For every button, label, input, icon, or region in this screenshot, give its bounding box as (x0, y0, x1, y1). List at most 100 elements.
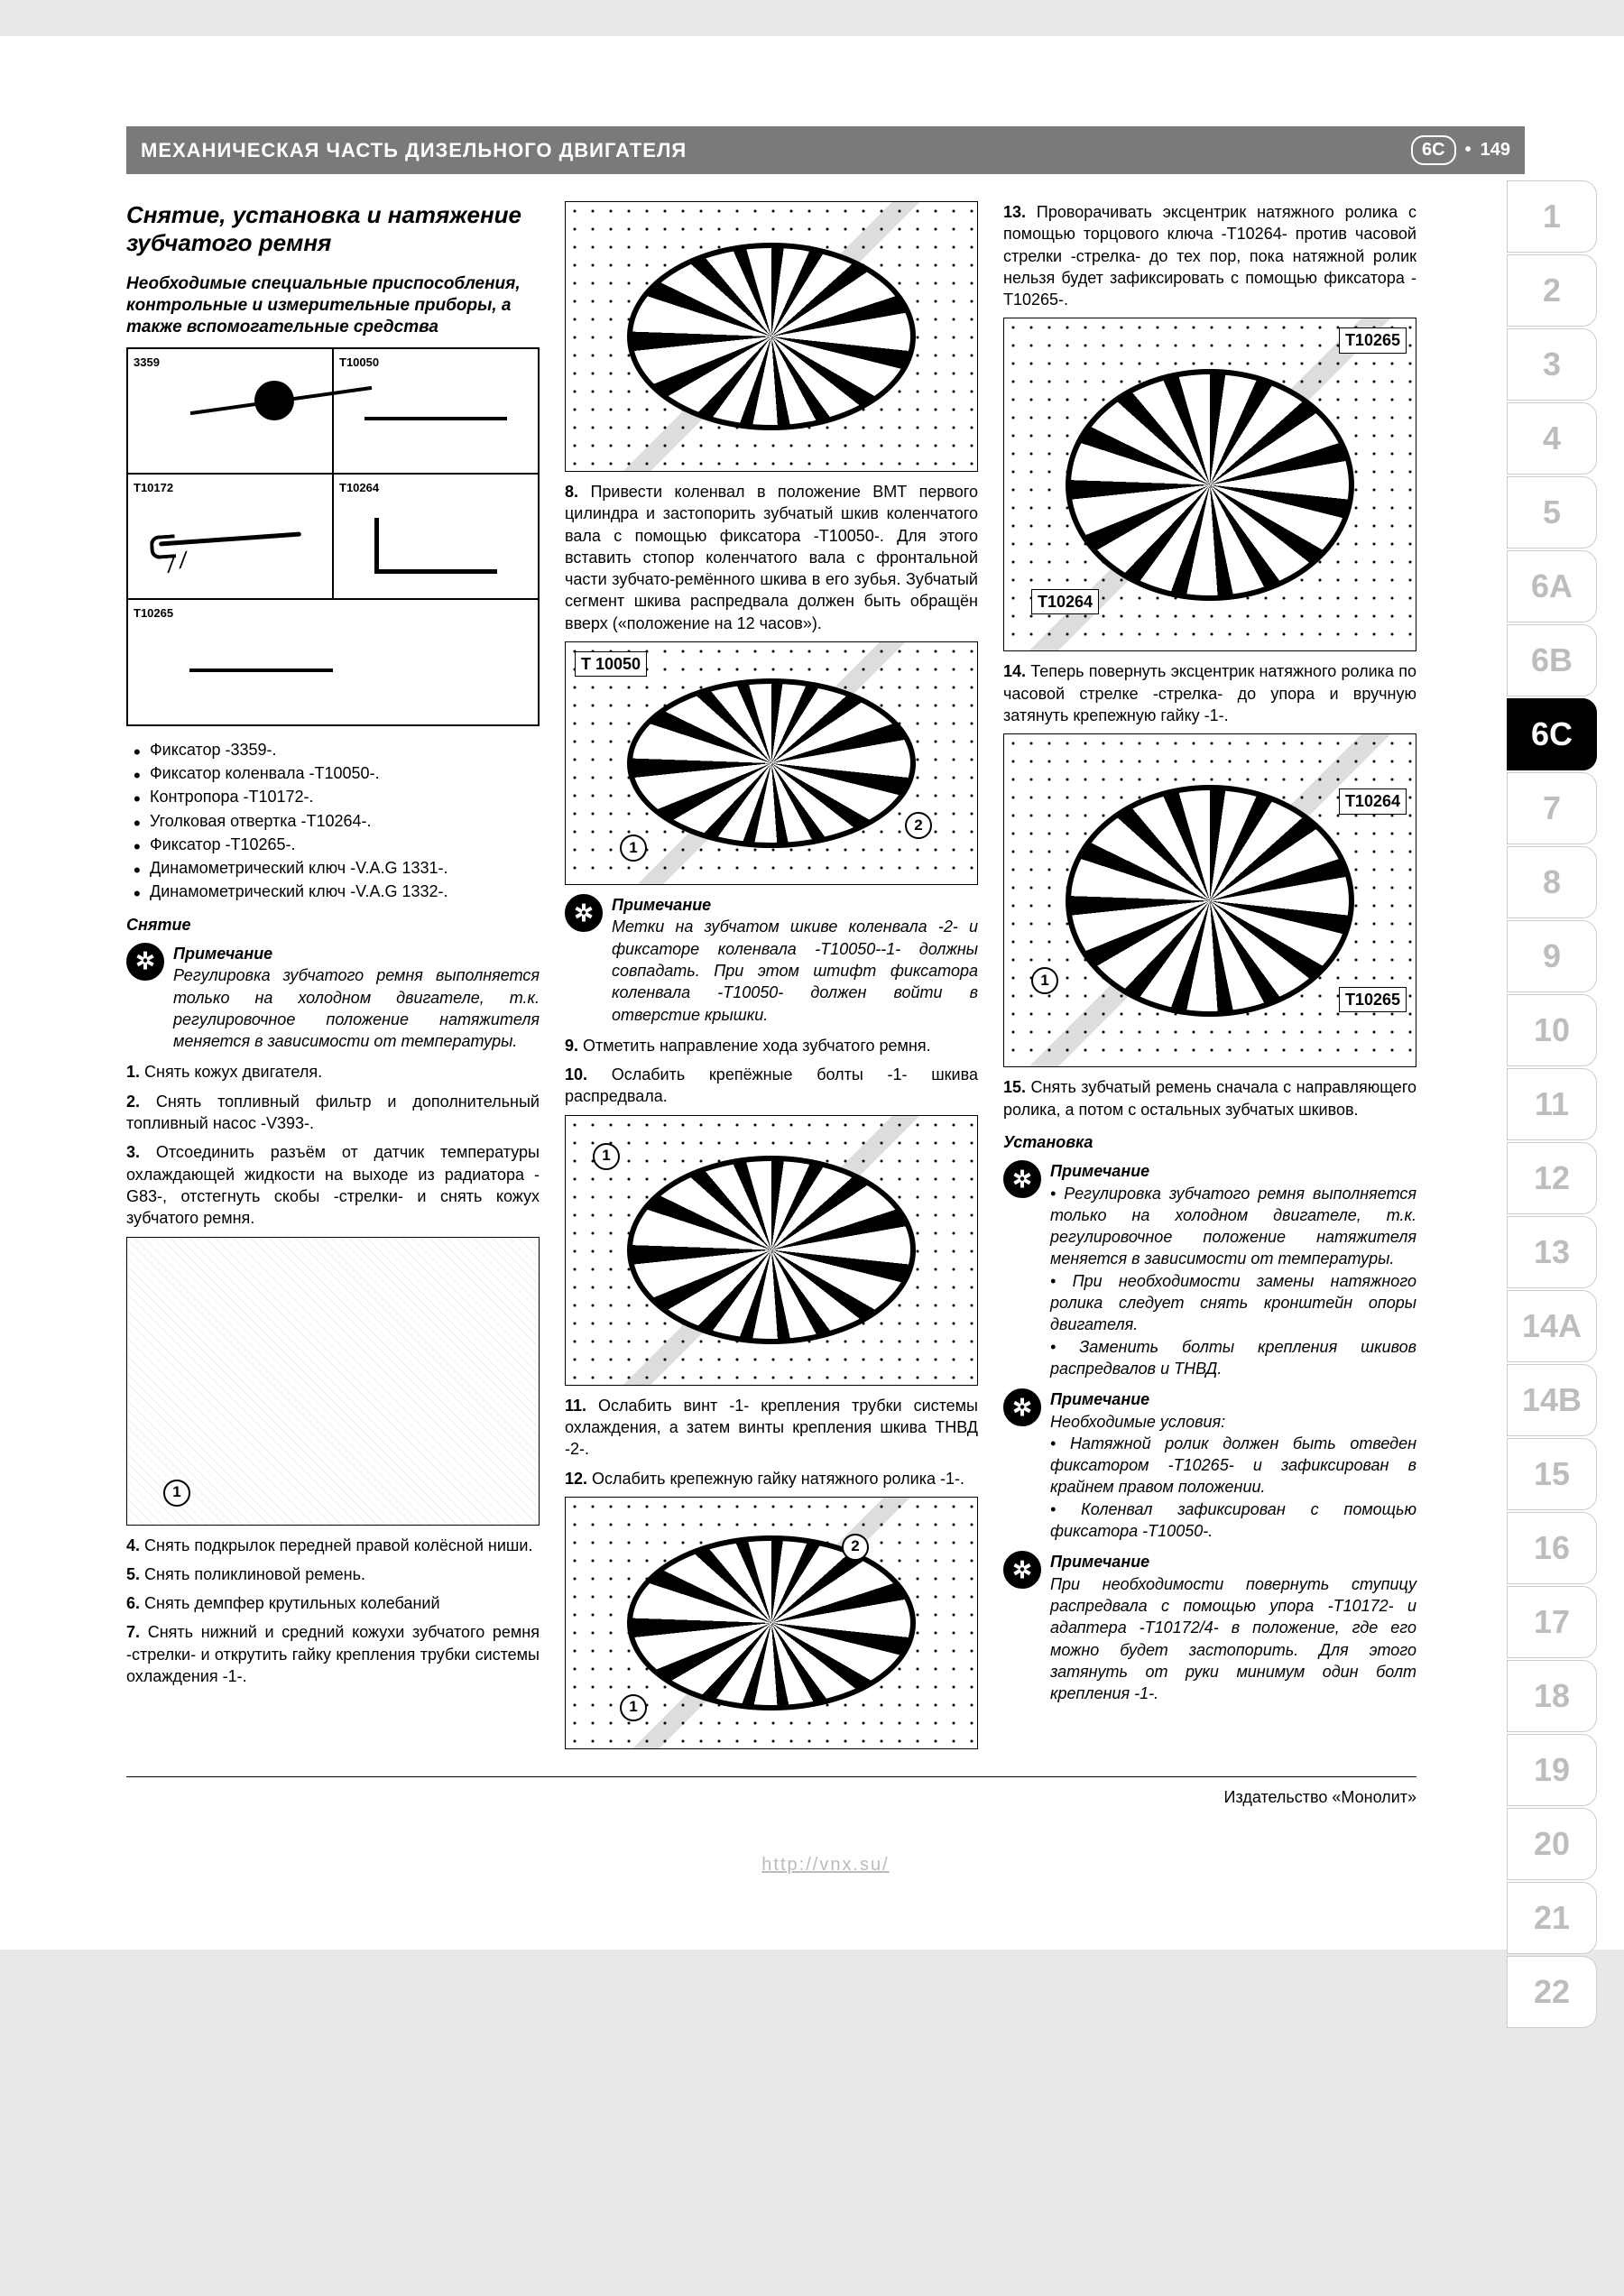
tools-list: Фиксатор -3359-. Фиксатор коленвала -T10… (126, 739, 540, 903)
chapter-tab-15[interactable]: 15 (1507, 1438, 1597, 1510)
step-text: Снять демпфер крутильных колебаний (144, 1594, 439, 1612)
note-title: Примечание (173, 945, 272, 963)
tool-label: T10172 (134, 481, 173, 494)
chapter-tab-1[interactable]: 1 (1507, 180, 1597, 253)
chapter-tab-5[interactable]: 5 (1507, 476, 1597, 549)
note-text: Заменить болты крепления шкивов распредв… (1050, 1338, 1416, 1378)
note-block: ✲ Примечание Необходимые условия: • Натя… (1003, 1388, 1416, 1542)
figure-camshaft-pulley: 1 (565, 1115, 978, 1386)
chapter-tab-9[interactable]: 9 (1507, 920, 1597, 992)
figure-t10050: T 10050 1 2 (565, 641, 978, 885)
chapter-tab-3[interactable]: 3 (1507, 328, 1597, 401)
step-text: Ослабить крепежную гайку натяжного ролик… (592, 1470, 964, 1488)
step: 2. Снять топливный фильтр и дополнительн… (126, 1091, 540, 1135)
figure-t10264-t10265-a: T10265 T10264 (1003, 318, 1416, 651)
chapter-tab-6B[interactable]: 6B (1507, 624, 1597, 696)
note-text: Коленвал зафиксирован с помощью фиксатор… (1050, 1500, 1416, 1540)
note-title: Примечание (1050, 1553, 1149, 1571)
page-number: 149 (1481, 138, 1510, 162)
figure-label: T 10050 (575, 651, 647, 677)
tool-cell-3359: 3359 (127, 348, 333, 474)
step-text: Снять нижний и средний кожухи зубчатого … (126, 1623, 540, 1685)
chapter-tab-20[interactable]: 20 (1507, 1808, 1597, 1880)
note-subtitle: Необходимые условия: (1050, 1413, 1225, 1431)
chapter-tab-14B[interactable]: 14B (1507, 1364, 1597, 1436)
note-block: ✲ Примечание Регулировка зубчатого ремня… (126, 943, 540, 1052)
tool-label: T10264 (339, 481, 379, 494)
chapter-tab-12[interactable]: 12 (1507, 1142, 1597, 1214)
step: 3. Отсоединить разъём от датчик температ… (126, 1141, 540, 1229)
list-item: Динамометрический ключ -V.A.G 1331-. (150, 857, 540, 879)
bullet: • (1465, 138, 1472, 162)
step: 1. Снять кожух двигателя. (126, 1061, 540, 1083)
list-item: Фиксатор коленвала -T10050-. (150, 762, 540, 784)
step-text: Ослабить винт -1- крепления трубки систе… (565, 1397, 978, 1459)
step-text: Снять зубчатый ремень сначала с направля… (1003, 1078, 1416, 1118)
chapter-tab-7[interactable]: 7 (1507, 772, 1597, 844)
page: МЕХАНИЧЕСКАЯ ЧАСТЬ ДИЗЕЛЬНОГО ДВИГАТЕЛЯ … (0, 36, 1624, 1950)
chapter-tab-18[interactable]: 18 (1507, 1660, 1597, 1732)
lightbulb-icon: ✲ (565, 894, 603, 932)
chapter-tab-17[interactable]: 17 (1507, 1586, 1597, 1658)
chapter-tabs: 123456A6B6C7891011121314A14B151617181920… (1507, 180, 1597, 2028)
step: 7. Снять нижний и средний кожухи зубчато… (126, 1621, 540, 1687)
step: 6. Снять демпфер крутильных колебаний (126, 1592, 540, 1614)
figure-t10264-t10265-b: T10264 T10265 1 (1003, 733, 1416, 1067)
step: 15. Снять зубчатый ремень сначала с напр… (1003, 1076, 1416, 1120)
figure-label: T10264 (1031, 589, 1099, 614)
lightbulb-icon: ✲ (1003, 1551, 1041, 1589)
figure-tensioner: 1 2 (565, 1497, 978, 1749)
note-text: При необходимости повернуть ступицу расп… (1050, 1575, 1416, 1702)
note-block: ✲ Примечание • Регулировка зубчатого рем… (1003, 1160, 1416, 1379)
chapter-tab-19[interactable]: 19 (1507, 1734, 1597, 1806)
list-item: Фиксатор -3359-. (150, 739, 540, 761)
step: 5. Снять поликлиновой ремень. (126, 1563, 540, 1585)
chapter-tab-2[interactable]: 2 (1507, 254, 1597, 327)
list-item: Уголковая отвертка -T10264-. (150, 810, 540, 832)
tool-cell-t10264: T10264 (333, 474, 539, 599)
step: 11. Ослабить винт -1- крепления трубки с… (565, 1395, 978, 1461)
tool-cell-t10050: T10050 (333, 348, 539, 474)
figure-label: T10265 (1339, 327, 1407, 353)
page-indicator: 6C • 149 (1411, 135, 1510, 165)
chapter-tab-14A[interactable]: 14A (1507, 1290, 1597, 1362)
step: 10. Ослабить крепёжные болты -1- шкива р… (565, 1064, 978, 1108)
note-text: Регулировка зубчатого ремня выполняется … (173, 966, 540, 1050)
tool-label: T10265 (134, 606, 173, 620)
chapter-tab-16[interactable]: 16 (1507, 1512, 1597, 1584)
step-text: Отметить направление хода зубчатого ремн… (583, 1037, 931, 1055)
step-text: Привести коленвал в положение ВМТ первог… (565, 483, 978, 632)
column-1: Снятие, установка и натяжение зубчатого … (126, 201, 540, 1758)
figure-label: T10265 (1339, 987, 1407, 1012)
chapter-tab-6A[interactable]: 6A (1507, 550, 1597, 622)
content-columns: Снятие, установка и натяжение зубчатого … (126, 201, 1416, 1758)
section-title: МЕХАНИЧЕСКАЯ ЧАСТЬ ДИЗЕЛЬНОГО ДВИГАТЕЛЯ (141, 137, 687, 164)
tool-label: T10050 (339, 355, 379, 369)
chapter-tab-4[interactable]: 4 (1507, 402, 1597, 475)
article-title: Снятие, установка и натяжение зубчатого … (126, 201, 540, 257)
step-text: Снять подкрылок передней правой колёсной… (144, 1536, 532, 1554)
section-header: МЕХАНИЧЕСКАЯ ЧАСТЬ ДИЗЕЛЬНОГО ДВИГАТЕЛЯ … (126, 126, 1525, 174)
list-item: Динамометрический ключ -V.A.G 1332-. (150, 881, 540, 902)
step: 13. Проворачивать эксцентрик натяжного р… (1003, 201, 1416, 310)
chapter-tab-8[interactable]: 8 (1507, 846, 1597, 918)
chapter-tab-10[interactable]: 10 (1507, 994, 1597, 1066)
chapter-tab-6C[interactable]: 6C (1507, 698, 1597, 770)
column-3: 13. Проворачивать эксцентрик натяжного р… (1003, 201, 1416, 1758)
tools-heading: Необходимые специальные приспособления, … (126, 273, 540, 337)
chapter-tab-21[interactable]: 21 (1507, 1882, 1597, 1954)
step: 8. Привести коленвал в положение ВМТ пер… (565, 481, 978, 634)
tools-figure: 3359 T10050 T10172 ⟋⟋ T10264 T10265 (126, 347, 540, 726)
note-text: Метки на зубчатом шкиве коленвала -2- и … (612, 917, 978, 1023)
chapter-tab-13[interactable]: 13 (1507, 1216, 1597, 1288)
figure-label: T10264 (1339, 788, 1407, 814)
step-text: Ослабить крепёжные болты -1- шкива распр… (565, 1065, 978, 1105)
chapter-tab-11[interactable]: 11 (1507, 1068, 1597, 1140)
lightbulb-icon: ✲ (1003, 1160, 1041, 1198)
watermark-link[interactable]: http://vnx.su/ (126, 1853, 1525, 1877)
step: 9. Отметить направление хода зубчатого р… (565, 1035, 978, 1056)
chapter-tab-22[interactable]: 22 (1507, 1956, 1597, 2028)
figure-engine-cover: 1 (126, 1237, 540, 1526)
step: 4. Снять подкрылок передней правой колёс… (126, 1535, 540, 1556)
lightbulb-icon: ✲ (1003, 1388, 1041, 1426)
